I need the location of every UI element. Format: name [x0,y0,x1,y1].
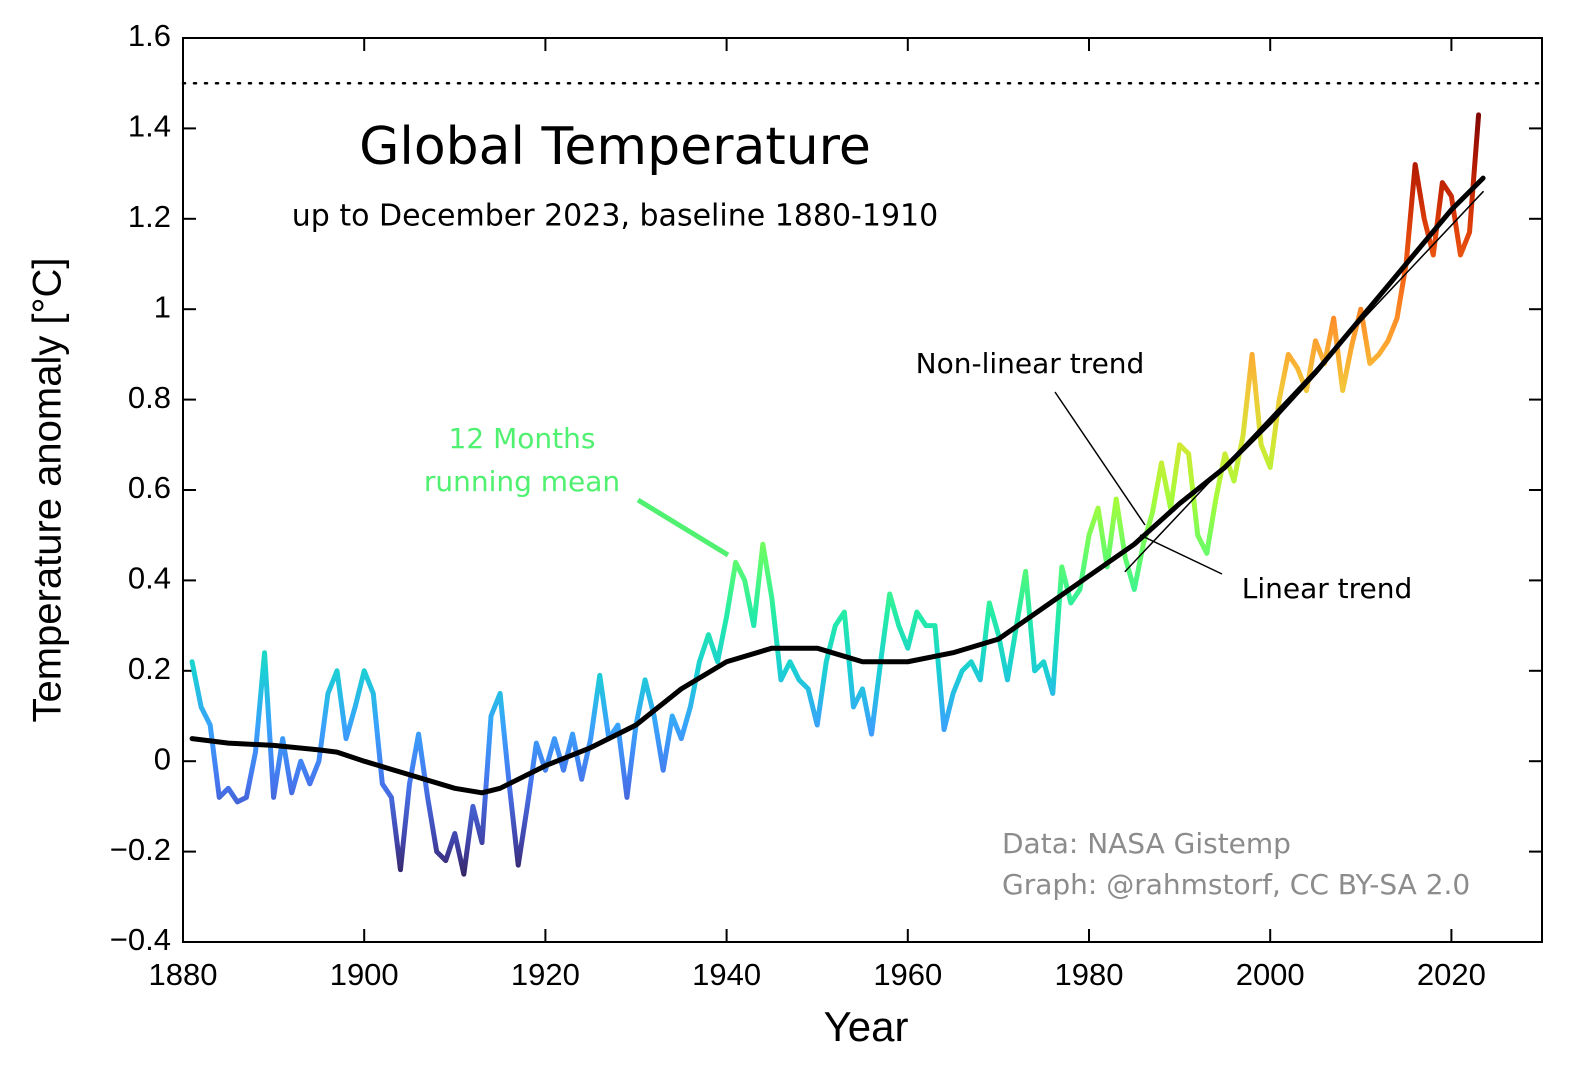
annotation-leader [636,497,730,558]
annotation-text: Non-linear trend [916,347,1145,380]
trend-line [1124,190,1484,573]
annotation-text: Linear trend [1242,572,1413,605]
y-tick-label: −0.2 [110,832,171,867]
x-tick-label: 1920 [511,957,580,992]
x-tick-label: 1940 [692,957,761,992]
x-tick-label: 1900 [330,957,399,992]
y-tick-label: 0.6 [128,470,171,505]
annotation-leader [1139,534,1223,575]
source-text: Graph: @rahmstorf, CC BY-SA 2.0 [1002,868,1470,901]
source-text: Data: NASA Gistemp [1002,827,1291,860]
annotation-text: running mean [424,465,620,498]
y-tick-label: 0 [154,741,171,776]
x-axis-label: Year [824,1003,909,1050]
x-tick-label: 2020 [1417,957,1486,992]
y-tick-label: 0.4 [128,561,171,596]
y-tick-label: 0.2 [128,651,171,686]
annotation-text: 12 Months [449,422,596,455]
y-tick-label: 1.2 [128,199,171,234]
y-tick-label: 1.4 [128,109,171,144]
trend-line [189,175,1486,796]
y-tick-label: 0.8 [128,380,171,415]
running-mean-line [189,112,1482,877]
y-tick-label: 1 [154,289,171,324]
x-tick-label: 2000 [1236,957,1305,992]
x-tick-label: 1980 [1055,957,1124,992]
chart-subtitle: up to December 2023, baseline 1880-1910 [292,199,938,234]
y-tick-label: −0.4 [110,922,171,957]
x-tick-label: 1880 [149,957,218,992]
chart-title: Global Temperature [359,117,871,177]
y-axis-label: Temperature anomaly [°C] [26,257,70,722]
x-tick-label: 1960 [873,957,942,992]
annotation-leader [1054,391,1146,526]
y-tick-label: 1.6 [128,18,171,53]
